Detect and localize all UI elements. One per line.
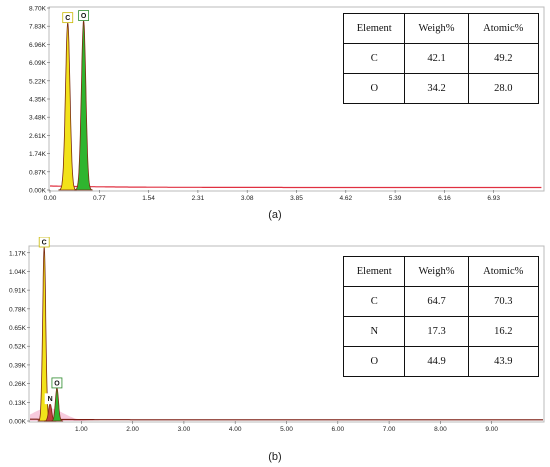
x-tick-label: 4.00 [229, 426, 242, 433]
column-header-weight: Weigh% [404, 13, 469, 44]
x-tick-label: 4.62 [339, 195, 352, 202]
cell-element: C [342, 43, 406, 74]
cell-atomic: 28.0 [467, 73, 540, 104]
x-tick-label: 5.39 [389, 195, 402, 202]
y-tick-label: 1.74K [29, 151, 47, 158]
peak-label-box [44, 393, 56, 405]
x-tick-label: 1.00 [75, 426, 88, 433]
peak-label-box [51, 377, 63, 389]
panel-caption-a: (a) [268, 209, 282, 221]
y-tick-label: 7.83K [29, 24, 47, 31]
x-tick-label: 7.00 [383, 426, 396, 433]
y-tick-label: 1.04K [9, 269, 27, 276]
table-row: O 34.2 28.0 [342, 73, 540, 104]
cell-weight: 34.2 [404, 73, 469, 104]
y-tick-label: 0.52K [9, 344, 27, 351]
table-row: C 64.7 70.3 [342, 286, 540, 317]
y-tick-label: 0.87K [29, 169, 47, 176]
y-tick-label: 0.78K [9, 306, 27, 313]
panel-caption-b: (b) [268, 451, 282, 463]
x-tick-label: 2.31 [192, 195, 205, 202]
peak-label-box [62, 12, 74, 24]
cell-weight: 64.7 [404, 286, 469, 317]
x-tick-label: 6.93 [487, 195, 500, 202]
table-header-row: Element Weigh% Atomic% [342, 13, 540, 44]
cell-atomic: 16.2 [467, 316, 540, 347]
y-tick-label: 0.26K [9, 381, 27, 388]
x-tick-label: 3.08 [241, 195, 254, 202]
background-line [30, 418, 543, 421]
cell-weight: 17.3 [404, 316, 469, 347]
column-header-atomic: Atomic% [467, 256, 540, 287]
x-tick-label: 3.85 [290, 195, 303, 202]
composition-table-b: Element Weigh% Atomic% C 64.7 70.3 N 17.… [342, 256, 540, 377]
y-tick-label: 8.70K [29, 6, 47, 13]
peak-label-C: C [42, 240, 47, 247]
peak-label-O: O [54, 380, 60, 387]
column-header-element: Element [342, 13, 406, 44]
column-header-element: Element [342, 256, 406, 287]
y-tick-label: 0.91K [9, 288, 27, 295]
cell-element: O [342, 346, 406, 377]
cell-atomic: 43.9 [467, 346, 540, 377]
composition-table-a: Element Weigh% Atomic% C 42.1 49.2 O 34.… [342, 13, 540, 104]
background-line [50, 185, 542, 189]
peak-label-O: O [81, 13, 87, 20]
peak-label-box [78, 10, 90, 21]
y-tick-label: 6.96K [29, 42, 47, 49]
x-tick-label: 6.16 [438, 195, 451, 202]
table-row: O 44.9 43.9 [342, 346, 540, 377]
table-header-row: Element Weigh% Atomic% [342, 256, 540, 287]
cell-atomic: 70.3 [467, 286, 540, 317]
peak-label-N: N [48, 396, 53, 403]
eds-spectrum-panel-a: 0.00K 0.87K 1.74K 2.61K 3.48K 4.35K 5.22K 6.09K… [0, 0, 550, 225]
cell-weight: 42.1 [404, 43, 469, 74]
x-tick-label: 8.00 [434, 426, 447, 433]
y-tick-label: 1.17K [9, 250, 27, 257]
x-tick-label: 2.00 [126, 426, 139, 433]
y-tick-label: 0.00K [9, 419, 27, 426]
y-tick-label: 6.09K [29, 60, 47, 67]
x-tick-label: 0.00 [44, 195, 57, 202]
x-tick-label: 6.00 [331, 426, 344, 433]
cell-element: C [342, 286, 406, 317]
peak-label-C: C [65, 15, 70, 22]
y-tick-label: 5.22K [29, 78, 47, 85]
y-tick-label: 0.13K [9, 400, 27, 407]
cell-element: N [342, 316, 406, 347]
y-tick-label: 3.48K [29, 115, 47, 122]
column-header-weight: Weigh% [404, 256, 469, 287]
table-row: C 42.1 49.2 [342, 43, 540, 74]
x-tick-label: 1.54 [142, 195, 155, 202]
y-tick-label: 0.65K [9, 325, 27, 332]
x-tick-label: 5.00 [280, 426, 293, 433]
cell-element: O [342, 73, 406, 104]
eds-spectrum-panel-b: 0.00K 0.13K 0.26K 0.39K 0.52K 0.65K 0.78K 0.91K… [0, 237, 550, 467]
x-tick-label: 0.77 [93, 195, 106, 202]
y-tick-label: 0.39K [9, 362, 27, 369]
table-row: N 17.3 16.2 [342, 316, 540, 347]
y-tick-label: 2.61K [29, 133, 47, 140]
x-tick-label: 3.00 [178, 426, 191, 433]
column-header-atomic: Atomic% [467, 13, 540, 44]
y-tick-label: 4.35K [29, 97, 47, 104]
peak-label-box [38, 237, 50, 248]
cell-weight: 44.9 [404, 346, 469, 377]
x-tick-label: 9.00 [485, 426, 498, 433]
y-tick-label: 0.00K [29, 188, 47, 195]
cell-atomic: 49.2 [467, 43, 540, 74]
